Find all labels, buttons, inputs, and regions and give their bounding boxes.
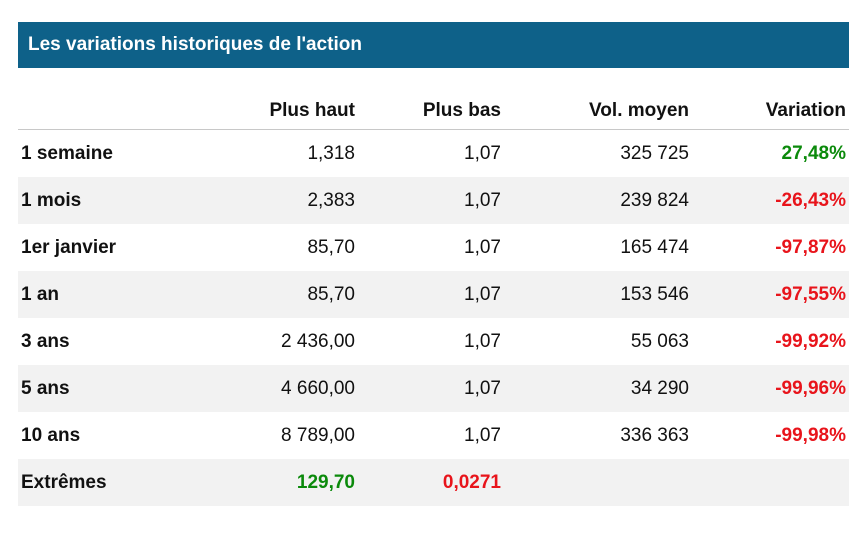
period-cell: 1 semaine [21, 142, 113, 164]
high-cell: 85,70 [307, 236, 355, 258]
period-cell: 5 ans [18, 365, 208, 412]
high-cell: 8 789,00 [281, 424, 355, 446]
empty-cell [692, 459, 849, 506]
period-cell: 1 mois [18, 177, 208, 224]
volume-cell: 165 474 [620, 236, 689, 258]
column-header-period [18, 93, 208, 130]
column-header-high: Plus haut [208, 93, 358, 130]
table-row: 5 ans 4 660,00 1,07 34 290 -99,96% [18, 365, 849, 412]
extremes-label: Extrêmes [18, 459, 208, 506]
low-cell: 1,07 [358, 365, 504, 412]
column-header-variation: Variation [692, 93, 849, 130]
low-cell: 1,07 [464, 236, 501, 258]
low-cell: 1,07 [358, 177, 504, 224]
volume-cell: 153 546 [504, 271, 692, 318]
variation-cell: -99,96% [692, 365, 849, 412]
table-row: 1 mois 2,383 1,07 239 824 -26,43% [18, 177, 849, 224]
table-row: 1 semaine 1,318 1,07 325 725 27,48% [18, 130, 849, 178]
variation-cell: -99,98% [775, 424, 846, 446]
column-header-low: Plus bas [358, 93, 504, 130]
volume-cell: 239 824 [504, 177, 692, 224]
table-row: 1er janvier 85,70 1,07 165 474 -97,87% [18, 224, 849, 271]
extremes-row: Extrêmes 129,70 0,0271 [18, 459, 849, 506]
low-cell: 1,07 [464, 330, 501, 352]
table-row: 1 an 85,70 1,07 153 546 -97,55% [18, 271, 849, 318]
empty-cell [504, 459, 692, 506]
extreme-high-cell: 129,70 [208, 459, 358, 506]
volume-cell: 336 363 [620, 424, 689, 446]
high-cell: 85,70 [208, 271, 358, 318]
low-cell: 1,07 [464, 142, 501, 164]
period-cell: 1 an [18, 271, 208, 318]
variation-cell: -97,55% [692, 271, 849, 318]
high-cell: 2 436,00 [281, 330, 355, 352]
volume-cell: 34 290 [504, 365, 692, 412]
historical-variations-panel: Les variations historiques de l'action P… [18, 22, 849, 506]
variation-cell: -99,92% [775, 330, 846, 352]
panel-title: Les variations historiques de l'action [18, 22, 849, 68]
table-row: 3 ans 2 436,00 1,07 55 063 -99,92% [18, 318, 849, 365]
low-cell: 1,07 [464, 424, 501, 446]
period-cell: 3 ans [21, 330, 70, 352]
variation-cell: 27,48% [781, 142, 846, 164]
table-header-row: Plus haut Plus bas Vol. moyen Variation [18, 93, 849, 130]
variation-cell: -26,43% [692, 177, 849, 224]
volume-cell: 325 725 [620, 142, 689, 164]
high-cell: 4 660,00 [208, 365, 358, 412]
table-row: 10 ans 8 789,00 1,07 336 363 -99,98% [18, 412, 849, 459]
high-cell: 1,318 [307, 142, 355, 164]
column-header-volume: Vol. moyen [504, 93, 692, 130]
period-cell: 1er janvier [21, 236, 117, 258]
extreme-low-cell: 0,0271 [358, 459, 504, 506]
low-cell: 1,07 [358, 271, 504, 318]
period-cell: 10 ans [21, 424, 81, 446]
volume-cell: 55 063 [630, 330, 689, 352]
variations-table: Plus haut Plus bas Vol. moyen Variation … [18, 93, 849, 506]
variation-cell: -97,87% [775, 236, 846, 258]
high-cell: 2,383 [208, 177, 358, 224]
